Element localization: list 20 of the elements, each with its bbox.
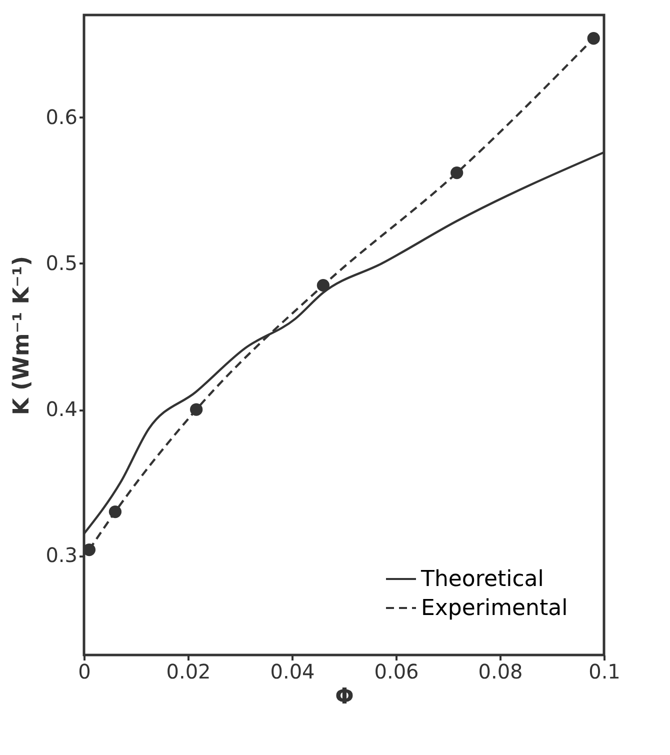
x-tick-label: 0.02	[166, 660, 211, 684]
y-tick-label: 0.3	[46, 543, 78, 568]
legend-label: Theoretical	[420, 567, 544, 592]
x-tick-label: 0	[78, 660, 91, 684]
point	[84, 543, 96, 556]
x-tick-label: 0.08	[478, 660, 523, 684]
legend-label: Experimental	[421, 596, 568, 621]
point	[450, 166, 464, 180]
point	[316, 279, 330, 292]
point	[587, 32, 600, 45]
x-tick-label: 0.04	[270, 660, 315, 684]
y-tick-label: 0.5	[46, 250, 78, 275]
y-axis-title: K (Wm⁻¹ K⁻¹)	[10, 256, 35, 416]
point	[108, 505, 122, 518]
x-tick-label: 0.06	[374, 660, 419, 684]
point	[190, 403, 203, 416]
x-axis-title: Φ	[335, 684, 354, 710]
y-tick-label: 0.6	[46, 104, 78, 129]
y-tick-label: 0.4	[46, 397, 78, 422]
x-tick-label: 0.1	[588, 660, 620, 684]
